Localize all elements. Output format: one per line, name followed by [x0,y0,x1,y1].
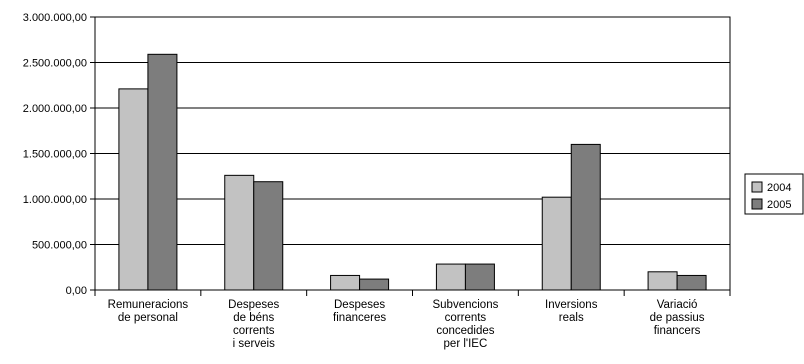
bar-2005 [253,181,284,291]
bar-2004 [435,263,466,291]
gridlines [95,16,730,291]
x-category-label: Subvencions corrents concedides per l'IEC [432,299,498,350]
y-tick-label: 500.000,00 [32,240,87,252]
bar-2005 [676,274,707,291]
y-tick-label: 3.000.000,00 [23,12,87,24]
legend-label-2004: 2004 [767,182,791,194]
bar-2005 [147,53,178,291]
legend-label-2005: 2005 [767,199,791,211]
legend-swatch-2005 [751,198,763,210]
y-axis-tick-labels: 0,00 500.000,00 1.000.000,00 1.500.000,00 2.… [23,12,87,297]
x-category-label: Despeses financeres [333,299,386,324]
x-category-label: Despeses de béns corrents i serveis [228,299,279,350]
bar-2004 [330,274,361,291]
x-category-label: Variació de passius financers [650,299,705,337]
y-tick-label: 1.500.000,00 [23,149,87,161]
y-tick-label: 0,00 [66,285,87,297]
bar-2004 [647,271,678,291]
bar-2005 [464,263,495,291]
y-tick-label: 1.000.000,00 [23,194,87,206]
y-tick-label: 2.000.000,00 [23,103,87,115]
legend-swatch-2004 [751,181,763,193]
bar-2005 [570,143,601,291]
x-category-label: Inversions reals [545,299,598,324]
bar-2004 [118,88,149,291]
axes [90,16,731,296]
legend: 2004 2005 [744,173,804,215]
bar-2004 [224,174,255,291]
bars [118,53,707,291]
x-axis-category-labels: Remuneracions de personal Despeses de béns c… [108,299,705,350]
y-tick-label: 2.500.000,00 [23,58,87,70]
bar-2005 [359,278,390,291]
bar-2004 [541,196,572,291]
x-category-label: Remuneracions de personal [108,299,189,324]
